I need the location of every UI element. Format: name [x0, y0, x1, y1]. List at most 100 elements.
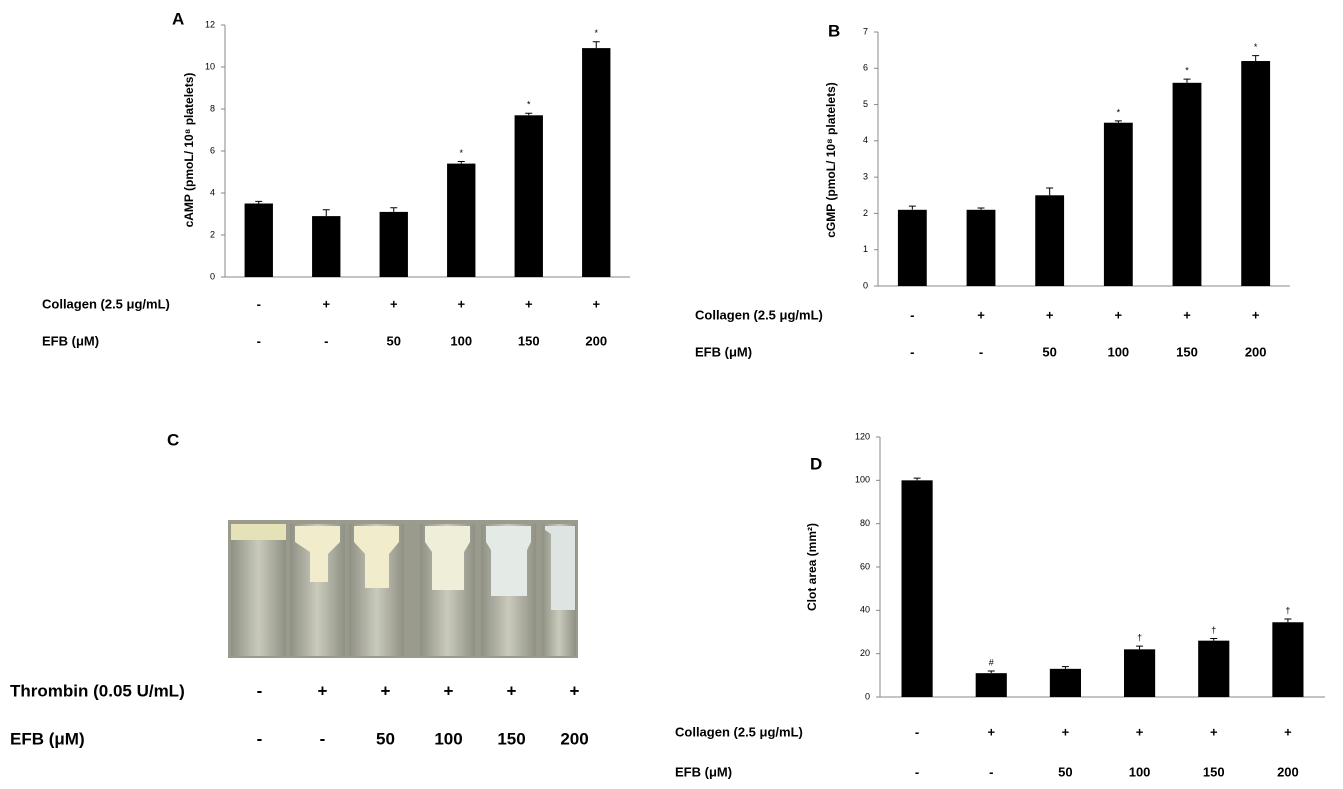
- tube-photo: [228, 520, 578, 658]
- significance-marker: #: [989, 657, 994, 667]
- y-tick-label: 2: [863, 208, 868, 218]
- row-cell: +: [381, 681, 391, 700]
- y-tick-label: 20: [860, 648, 870, 658]
- error-bar: [1183, 78, 1191, 83]
- y-tick-label: 12: [205, 19, 215, 29]
- row-label: Collagen (2.5 μg/mL): [695, 307, 823, 322]
- significance-marker: †: [1137, 632, 1142, 642]
- significance-marker: *: [594, 28, 598, 38]
- row-cell: +: [525, 296, 533, 311]
- bar: [582, 48, 611, 277]
- bar: [975, 673, 1007, 697]
- panel-label: C: [167, 430, 179, 449]
- panel-label: B: [828, 21, 840, 40]
- error-bar: [1114, 120, 1122, 123]
- row-cell: +: [322, 296, 330, 311]
- bar: [1241, 61, 1271, 287]
- row-cell: +: [318, 681, 328, 700]
- bar: [966, 209, 996, 286]
- row-cell: 150: [497, 729, 525, 748]
- row-cell: +: [570, 681, 580, 700]
- significance-marker: †: [1285, 605, 1290, 615]
- row-cell: +: [977, 307, 985, 322]
- row-cell: +: [1046, 307, 1054, 322]
- y-tick-label: 4: [863, 135, 868, 145]
- row-cell: 50: [376, 729, 395, 748]
- error-bar: [987, 670, 995, 674]
- error-bar: [1284, 618, 1292, 623]
- bar: [244, 203, 273, 277]
- bar: [447, 163, 476, 277]
- row-cell: 200: [1245, 344, 1267, 359]
- y-tick-label: 60: [860, 561, 870, 571]
- y-tick-label: 10: [205, 61, 215, 71]
- row-label: Collagen (2.5 μg/mL): [675, 724, 803, 739]
- row-cell: 150: [1176, 344, 1198, 359]
- row-cell: 150: [518, 333, 540, 348]
- significance-marker: †: [1211, 625, 1216, 635]
- bar: [1272, 622, 1304, 697]
- bar: [1172, 82, 1202, 286]
- row-cell: +: [457, 296, 465, 311]
- y-tick-label: 8: [210, 103, 215, 113]
- y-tick-label: 7: [863, 26, 868, 36]
- error-bar: [977, 207, 985, 210]
- row-cell: -: [915, 724, 919, 739]
- row-label: EFB (μM): [695, 344, 752, 359]
- error-bar: [525, 112, 533, 116]
- y-tick-label: 120: [855, 431, 870, 441]
- row-cell: +: [1115, 307, 1123, 322]
- row-cell: -: [989, 764, 993, 779]
- y-tick-label: 3: [863, 172, 868, 182]
- row-cell: -: [979, 344, 983, 359]
- row-cell: 150: [1203, 764, 1225, 779]
- row-label: Thrombin (0.05 U/mL): [10, 681, 185, 700]
- row-cell: +: [1252, 307, 1260, 322]
- y-tick-label: 80: [860, 518, 870, 528]
- y-tick-label: 1: [863, 244, 868, 254]
- row-cell: -: [257, 296, 261, 311]
- bar: [1049, 668, 1081, 697]
- row-cell: -: [257, 729, 263, 748]
- row-label: EFB (μM): [42, 333, 99, 348]
- error-bar: [913, 477, 921, 481]
- panel-label: A: [172, 9, 184, 28]
- row-cell: 50: [1042, 344, 1056, 359]
- significance-marker: *: [1185, 66, 1189, 76]
- clot: [425, 526, 470, 590]
- significance-marker: *: [1254, 42, 1258, 52]
- y-tick-label: 40: [860, 605, 870, 615]
- y-axis-label: cAMP (pmoL/ 10⁸ platelets): [182, 73, 196, 228]
- row-cell: +: [1136, 724, 1144, 739]
- y-tick-label: 5: [863, 99, 868, 109]
- row-cell: 100: [1107, 344, 1129, 359]
- y-tick-label: 0: [210, 271, 215, 281]
- bar: [1103, 122, 1133, 286]
- row-cell: -: [257, 333, 261, 348]
- significance-marker: *: [1117, 107, 1121, 117]
- row-cell: +: [1062, 724, 1070, 739]
- error-bar: [1136, 645, 1144, 650]
- error-bar: [255, 200, 263, 204]
- y-tick-label: 100: [855, 475, 870, 485]
- row-cell: 100: [1129, 764, 1151, 779]
- bar: [312, 216, 341, 277]
- bar: [379, 211, 408, 277]
- row-cell: -: [915, 764, 919, 779]
- error-bar: [1046, 187, 1054, 196]
- clot: [354, 526, 399, 588]
- bar: [1198, 640, 1230, 697]
- error-bar: [1061, 666, 1069, 669]
- row-cell: +: [507, 681, 517, 700]
- error-bar: [390, 207, 398, 212]
- tube: [231, 524, 286, 656]
- error-bar: [908, 205, 916, 210]
- row-label: EFB (μM): [10, 729, 85, 748]
- row-cell: -: [910, 344, 914, 359]
- error-bar: [592, 41, 600, 49]
- y-axis-label: Clot area (mm²): [805, 523, 819, 611]
- row-label: EFB (μM): [675, 764, 732, 779]
- row-cell: 200: [1277, 764, 1299, 779]
- clot: [295, 526, 340, 582]
